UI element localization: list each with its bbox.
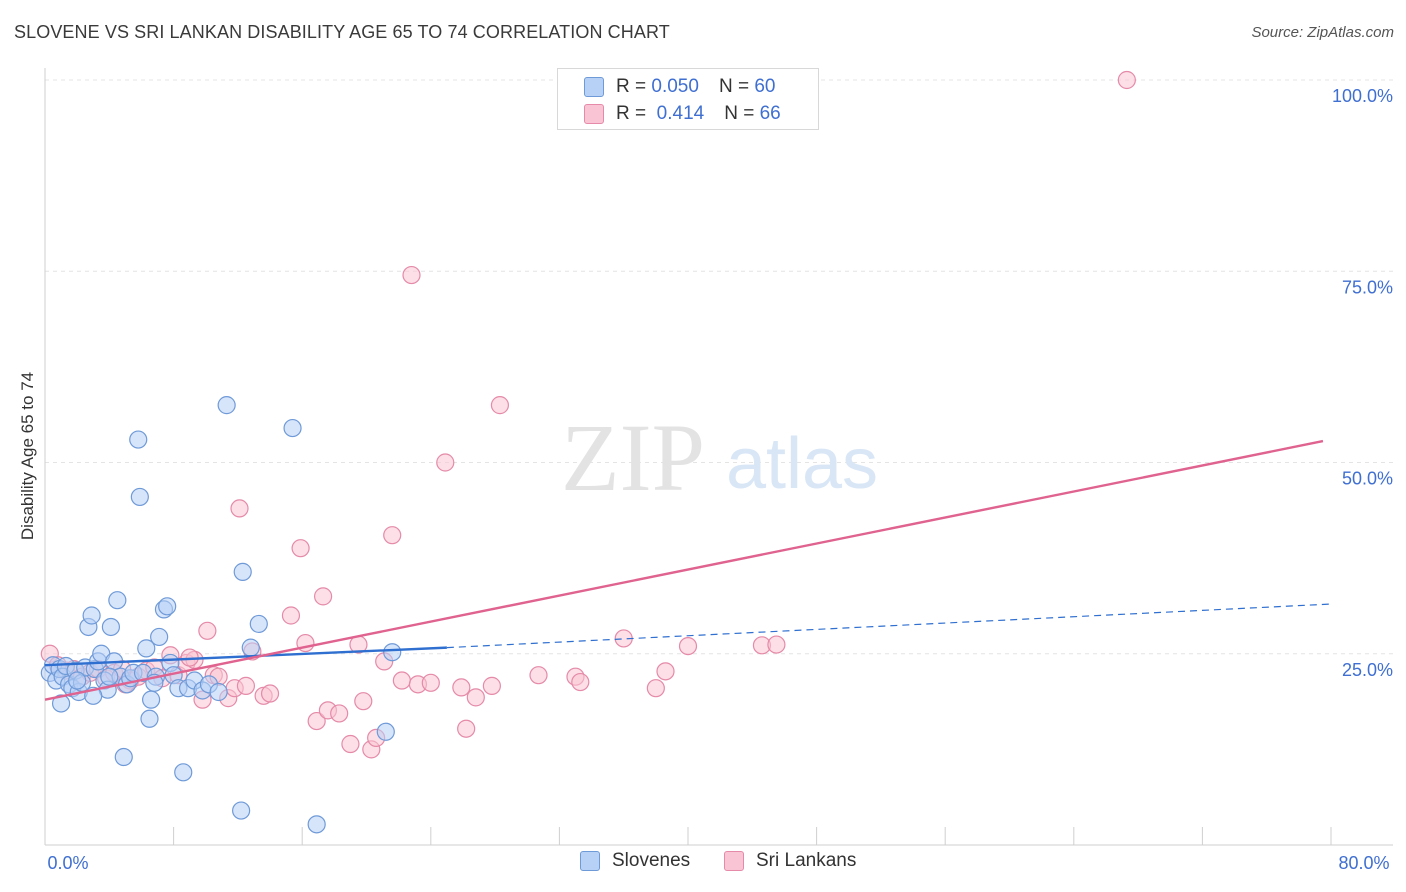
y-axis-label: Disability Age 65 to 74 <box>18 372 37 540</box>
sri-lankans-point <box>452 678 471 697</box>
slovenes-point <box>150 627 169 647</box>
stats-legend-row-sri-lankans: R = 0.414 N = 66 <box>584 102 781 126</box>
sri-lankans-point <box>354 692 373 711</box>
axes <box>44 68 1393 846</box>
slovenes-point <box>383 643 402 662</box>
r-label: R = <box>616 76 647 97</box>
slovenes-point <box>100 667 119 686</box>
sri-lankans-point <box>529 666 548 685</box>
slovenes-point <box>51 694 71 713</box>
y-tick-label: 25.0% <box>1342 660 1393 680</box>
sri-lankans-point <box>421 673 440 692</box>
chart-title: SLOVENE VS SRI LANKAN DISABILITY AGE 65 … <box>14 22 670 42</box>
sri-lankans-point <box>646 679 665 698</box>
sri-lankans-point <box>330 704 349 723</box>
n-label: N = <box>718 76 750 97</box>
slovenes-trend-dashed <box>446 603 1332 649</box>
r-label: R = <box>616 103 647 124</box>
slovenes-point <box>283 418 302 438</box>
legend-item-sri-lankans[interactable]: Sri Lankans <box>724 850 856 872</box>
slovenes-point <box>129 430 148 449</box>
sri-lankans-point <box>457 719 476 738</box>
sri-lankans-point <box>767 635 786 654</box>
slovenes-point <box>209 682 228 702</box>
sri-lankans-point <box>313 587 333 606</box>
n-value: 66 <box>759 103 781 124</box>
sri-lankans-point <box>678 636 698 656</box>
slovenes-point <box>376 722 395 741</box>
slovenes-point <box>68 671 87 690</box>
n-label: N = <box>724 103 755 124</box>
sri-lankans-point <box>490 396 510 415</box>
slovenes-legend-swatch-icon <box>580 851 600 871</box>
watermark-atlas: atlas <box>726 424 878 504</box>
series-slovenes <box>40 396 402 834</box>
y-tick-label: 50.0% <box>1342 469 1393 489</box>
sri-lankans-point <box>402 265 421 285</box>
slovenes-point <box>82 606 101 625</box>
slovenes-trend-line <box>44 646 447 667</box>
slovenes-point <box>158 597 177 616</box>
sri-lankans-point <box>436 453 455 472</box>
slovenes-point <box>114 747 133 767</box>
sri-lankans-point <box>230 499 249 518</box>
r-value: 0.050 <box>651 76 699 97</box>
n-value: 60 <box>754 76 776 97</box>
slovenes-point <box>232 801 251 820</box>
legend-item-slovenes[interactable]: Slovenes <box>580 850 690 872</box>
stats-legend-row-slovenes: R = 0.050 N = 60 <box>584 75 775 99</box>
trend-lines <box>44 439 1332 701</box>
sri-lankans-swatch-icon <box>584 104 604 124</box>
sri-lankans-point <box>392 671 411 690</box>
sri-lankans-point <box>482 676 501 695</box>
watermark: ZIP atlas <box>561 404 878 511</box>
legend-label-sri-lankans: Sri Lankans <box>756 850 857 871</box>
slovenes-point <box>307 815 326 834</box>
sri-lankans-point <box>260 684 280 703</box>
watermark-zip: ZIP <box>561 404 705 511</box>
sri-lankans-trend-line <box>44 439 1324 701</box>
sri-lankans-point <box>198 621 217 640</box>
slovenes-point <box>174 763 193 782</box>
slovenes-point <box>101 617 121 637</box>
x-tick-label-min: 0.0% <box>47 853 88 873</box>
sri-lankans-point <box>341 734 360 754</box>
sri-lankans-legend-swatch-icon <box>724 851 744 871</box>
slovenes-point <box>249 614 268 634</box>
sri-lankans-point <box>466 688 485 707</box>
slovenes-point <box>130 487 149 507</box>
slovenes-point <box>217 396 236 415</box>
sri-lankans-point <box>571 672 590 692</box>
slovenes-point <box>137 639 156 658</box>
chart-source: Source: ZipAtlas.com <box>1251 24 1394 41</box>
y-tick-labels: 25.0% 50.0% 75.0% 100.0% <box>1332 86 1393 680</box>
slovenes-point <box>108 591 127 610</box>
sri-lankans-point <box>307 711 326 731</box>
slovenes-point <box>140 709 159 728</box>
sri-lankans-point <box>236 676 256 695</box>
r-value: 0.414 <box>656 103 705 124</box>
slovenes-point <box>141 690 161 709</box>
slovenes-point <box>233 562 252 581</box>
sri-lankans-point <box>656 662 675 681</box>
sri-lankans-point <box>1117 70 1136 90</box>
sri-lankans-point <box>281 606 301 625</box>
x-tick-label-max: 80.0% <box>1338 853 1389 873</box>
y-tick-label: 75.0% <box>1342 277 1393 297</box>
sri-lankans-point <box>383 526 402 545</box>
slovenes-point <box>241 638 260 657</box>
stats-legend: R = 0.050 N = 60 R = 0.414 N = 66 <box>557 68 819 130</box>
slovenes-swatch-icon <box>584 77 604 97</box>
legend-label-slovenes: Slovenes <box>612 850 691 871</box>
sri-lankans-point <box>291 539 310 558</box>
y-tick-label: 100.0% <box>1332 86 1393 106</box>
